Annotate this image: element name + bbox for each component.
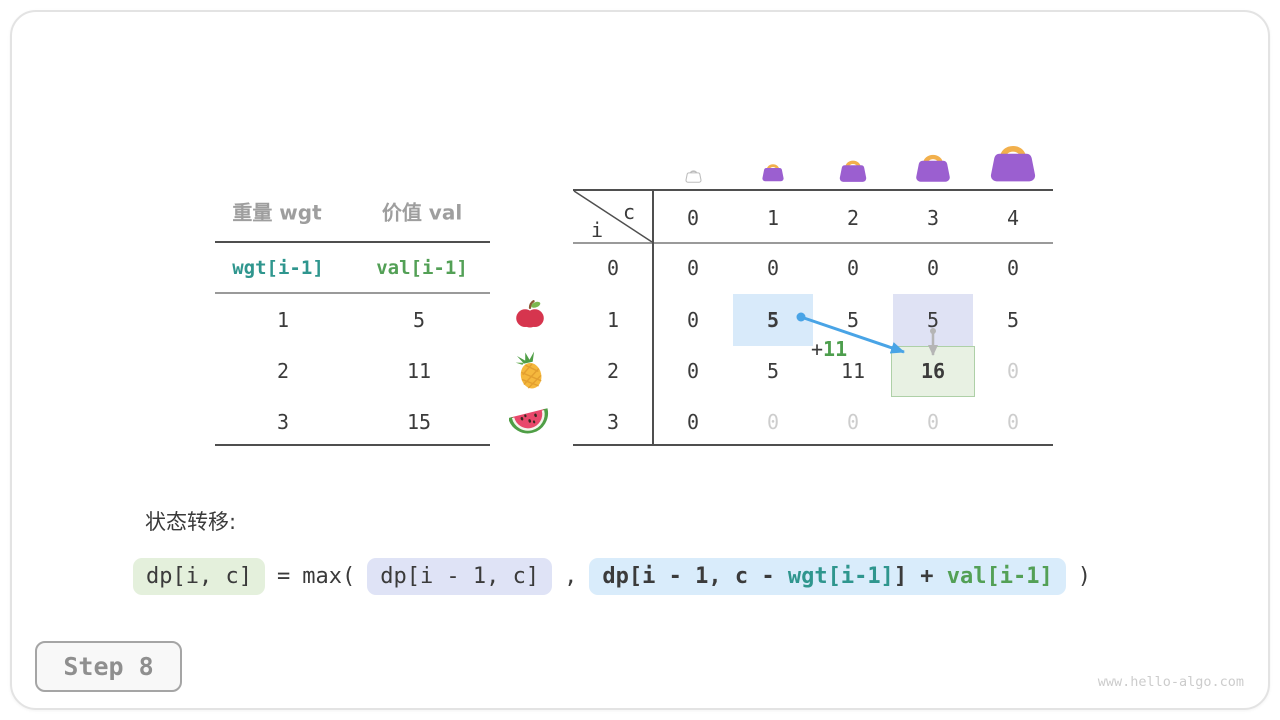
dp-col-header: 3 bbox=[926, 206, 940, 230]
dp-cell: 0 bbox=[1006, 359, 1020, 383]
dp-cell: 0 bbox=[766, 256, 780, 280]
dp-cell-source-purple: 5 bbox=[926, 308, 940, 332]
arrow-annotation: +11 bbox=[811, 337, 847, 361]
formula-lhs: dp[i, c] bbox=[133, 558, 265, 595]
dp-cell: 0 bbox=[926, 410, 940, 434]
dp-cell: 0 bbox=[846, 256, 860, 280]
item-row-weight: 1 bbox=[276, 308, 290, 332]
dp-cell: 5 bbox=[1006, 308, 1020, 332]
bag-icon-large bbox=[916, 154, 950, 182]
item-row-weight: 2 bbox=[276, 359, 290, 383]
dp-row-header: 3 bbox=[606, 410, 620, 434]
formula-close-paren: ) bbox=[1077, 564, 1092, 589]
apple-icon bbox=[516, 300, 544, 328]
formula-max-open: max( bbox=[302, 564, 356, 589]
dp-row-header: 1 bbox=[606, 308, 620, 332]
step-badge-label: Step 8 bbox=[63, 652, 154, 681]
items-header-weight: 重量 wgt bbox=[232, 200, 322, 225]
dp-cell: 0 bbox=[1006, 256, 1020, 280]
dp-cell: 0 bbox=[686, 410, 700, 434]
item-row-weight: 3 bbox=[276, 410, 290, 434]
dp-cell: 5 bbox=[846, 308, 860, 332]
item-row-value: 15 bbox=[406, 410, 432, 434]
items-table-rule-mid bbox=[215, 292, 490, 294]
dp-cell: 0 bbox=[686, 359, 700, 383]
pineapple-icon bbox=[515, 351, 542, 389]
formula-arg2: dp[i - 1, c - wgt[i-1]] + val[i-1] bbox=[589, 558, 1066, 595]
bag-icon-small bbox=[762, 164, 784, 182]
figure-card bbox=[10, 10, 1270, 710]
dp-row-header: 0 bbox=[606, 256, 620, 280]
step-badge: Step 8 bbox=[35, 641, 182, 692]
formula-arg2-part2: ] + bbox=[893, 564, 947, 589]
watermelon-icon bbox=[509, 408, 549, 434]
dp-col-header: 1 bbox=[766, 206, 780, 230]
formula-arg2-part1: dp[i - 1, c - bbox=[602, 564, 788, 589]
transition-formula: dp[i, c] = max( dp[i - 1, c] , dp[i - 1,… bbox=[133, 558, 1091, 595]
dp-table-rule-vertical bbox=[652, 189, 654, 446]
items-header-value: 价值 val bbox=[381, 200, 463, 225]
formula-arg2-wgt: wgt[i-1] bbox=[787, 564, 894, 589]
dp-col-header: 0 bbox=[686, 206, 700, 230]
watermark: www.hello-algo.com bbox=[1097, 674, 1244, 690]
dp-cell: 0 bbox=[686, 308, 700, 332]
transition-heading: 状态转移: bbox=[145, 510, 237, 534]
dp-corner-col-var: c bbox=[622, 200, 636, 224]
formula-equals: = bbox=[276, 564, 291, 589]
dp-cell: 0 bbox=[686, 256, 700, 280]
dp-row-header: 2 bbox=[606, 359, 620, 383]
dp-cell: 0 bbox=[1006, 410, 1020, 434]
dp-cell: 0 bbox=[766, 410, 780, 434]
formula-arg1: dp[i - 1, c] bbox=[367, 558, 553, 595]
empty-bag-icon bbox=[685, 170, 702, 183]
dp-col-header: 2 bbox=[846, 206, 860, 230]
formula-comma: , bbox=[564, 564, 578, 589]
bag-icon-xlarge bbox=[990, 145, 1036, 182]
items-subheader-weight: wgt[i-1] bbox=[232, 257, 324, 279]
item-row-value: 5 bbox=[412, 308, 426, 332]
dp-cell-target: 16 bbox=[920, 359, 946, 383]
dp-cell: 0 bbox=[926, 256, 940, 280]
annotation-value: 11 bbox=[823, 337, 848, 361]
dp-cell-source-blue: 5 bbox=[766, 308, 780, 332]
dp-table-rule-top bbox=[573, 189, 1053, 191]
annotation-plus: + bbox=[811, 337, 824, 361]
dp-corner-row-var: i bbox=[590, 218, 604, 242]
formula-arg2-val: val[i-1] bbox=[946, 564, 1053, 589]
dp-cell: 11 bbox=[840, 359, 866, 383]
item-row-value: 11 bbox=[406, 359, 432, 383]
dp-table-rule-header bbox=[573, 242, 1053, 244]
dp-col-header: 4 bbox=[1006, 206, 1020, 230]
dp-table-rule-bottom bbox=[573, 444, 1053, 446]
items-subheader-value: val[i-1] bbox=[376, 257, 468, 279]
dp-cell: 5 bbox=[766, 359, 780, 383]
items-table-rule-top bbox=[215, 241, 490, 243]
items-table-rule-bottom bbox=[215, 444, 490, 446]
bag-icon-medium bbox=[839, 160, 867, 182]
dp-cell: 0 bbox=[846, 410, 860, 434]
